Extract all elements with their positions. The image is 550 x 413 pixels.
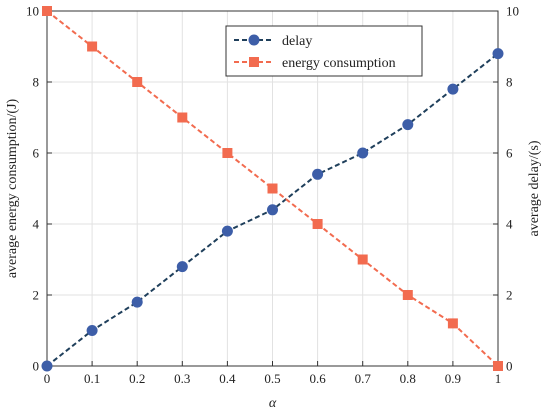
x-tick-label: 1 [495, 371, 502, 386]
y-right-tick-label: 0 [506, 359, 513, 374]
y-right-tick-label: 10 [506, 4, 519, 19]
point-delay [221, 225, 233, 237]
point-delay [41, 360, 53, 372]
y-right-tick-label: 6 [506, 146, 513, 161]
x-tick-label: 0.5 [264, 371, 280, 386]
point-energy-consumption [312, 219, 323, 229]
point-delay [402, 119, 414, 131]
x-tick-label: 0 [44, 371, 51, 386]
point-delay [492, 48, 504, 60]
y-left-tick-label: 2 [33, 288, 40, 303]
y-axis-left-label: average energy consumption/(J) [5, 98, 20, 278]
legend: delay energy consumption [225, 25, 423, 77]
point-energy-consumption [177, 112, 188, 123]
y-left-tick-label: 6 [33, 146, 40, 161]
series-line-energy-consumption [46, 10, 499, 367]
point-energy-consumption [357, 254, 368, 265]
y-left-tick-label: 10 [26, 4, 39, 19]
x-tick-label: 0.2 [129, 371, 145, 386]
y-left-tick-label: 8 [33, 75, 40, 90]
x-tick-label: 0.3 [174, 371, 190, 386]
point-delay [447, 83, 459, 95]
y-left-ticks: 0 2 4 6 8 10 [26, 4, 52, 374]
series-layer [41, 6, 504, 372]
legend-box [225, 25, 423, 77]
point-delay [357, 147, 369, 159]
point-energy-consumption [87, 41, 98, 52]
y-right-ticks: 0 2 4 6 8 10 [493, 4, 519, 374]
point-energy-consumption [222, 148, 233, 158]
legend-label-energy-consumption: energy consumption [282, 56, 396, 71]
point-energy-consumption [402, 290, 413, 300]
x-axis-label: α [269, 396, 277, 411]
point-delay [86, 325, 98, 336]
x-tick-label: 0.8 [400, 371, 416, 386]
point-energy-consumption [493, 361, 503, 371]
x-tick-label: 0.7 [355, 371, 372, 386]
point-delay [312, 168, 324, 180]
x-ticks: 0 0.1 0.2 0.3 0.4 0.5 0.6 0.7 0.8 0.9 1 [44, 361, 502, 386]
x-tick-label: 0.1 [84, 371, 100, 386]
y-axis-right-label: average delay/(s) [527, 140, 542, 236]
legend-marker-energy-consumption [249, 57, 259, 67]
point-delay [176, 261, 188, 273]
y-right-tick-label: 8 [506, 75, 513, 90]
legend-item-energy-consumption: energy consumption [234, 56, 396, 71]
legend-label-delay: delay [282, 34, 312, 49]
x-tick-label: 0.9 [445, 371, 461, 386]
legend-item-delay: delay [234, 34, 312, 49]
y-right-tick-label: 4 [506, 217, 513, 232]
point-delay [267, 204, 278, 216]
legend-marker-delay [248, 34, 260, 46]
y-left-tick-label: 0 [33, 359, 40, 374]
point-energy-consumption [132, 77, 143, 87]
point-delay [131, 296, 143, 308]
y-right-tick-label: 2 [506, 288, 513, 303]
x-tick-label: 0.4 [219, 371, 236, 386]
point-energy-consumption [447, 318, 458, 329]
y-left-tick-label: 4 [33, 217, 40, 232]
point-energy-consumption [42, 6, 52, 16]
x-tick-label: 0.6 [309, 371, 326, 386]
point-energy-consumption [267, 183, 278, 194]
